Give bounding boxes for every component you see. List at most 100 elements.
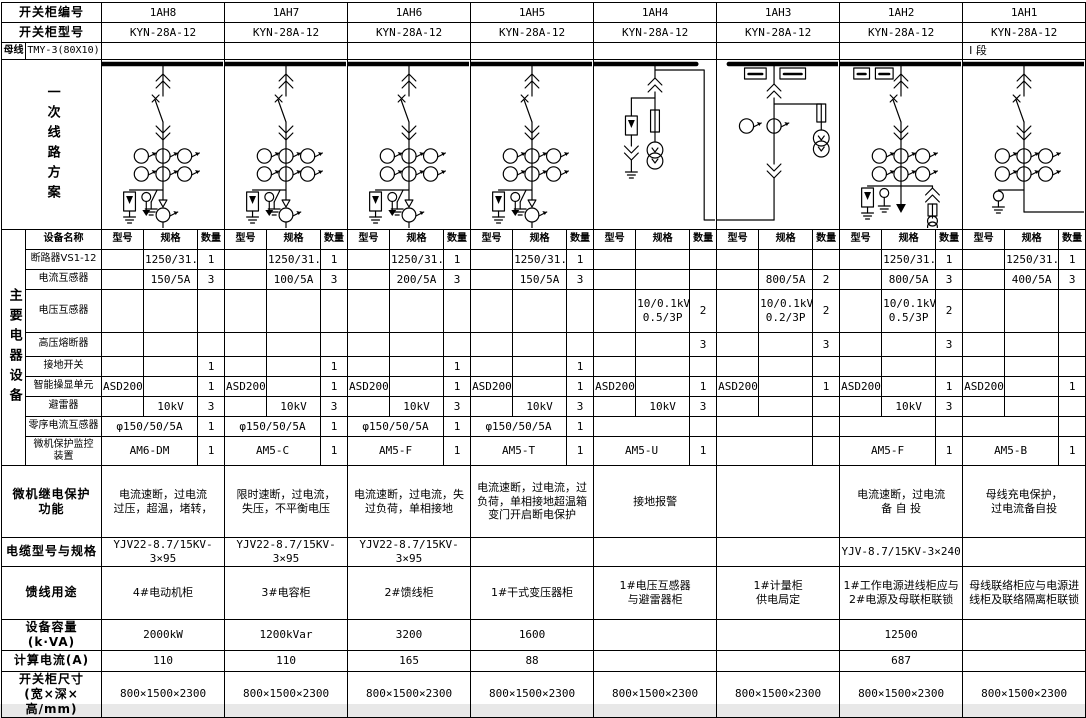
equipment-row-name: 微机保护监控 装置 [24, 436, 103, 466]
equipment-row-name: 电压互感器 [24, 289, 103, 333]
equip-1-model-1AH4 [593, 269, 637, 290]
cabinet-model-1AH5: KYN-28A-12 [470, 22, 595, 43]
busbar-cell-1AH5 [470, 42, 595, 60]
equip-3-qty-1AH3: 3 [812, 332, 841, 357]
equip-2-qty-1AH7 [320, 289, 349, 333]
size-cell-1AH2: 800×1500×2300 [839, 670, 964, 718]
equip-3-spec-1AH8 [143, 332, 199, 357]
equip-3-qty-1AH6 [443, 332, 472, 357]
equip-0-model-1AH6 [347, 249, 391, 270]
cabinet-id-1AH1: 1AH1 [962, 2, 1086, 23]
equip-3-model-1AH2 [839, 332, 883, 357]
equip-0-model-1AH2 [839, 249, 883, 270]
equipment-subheader-1AH8-2: 数量 [197, 229, 226, 250]
purpose-cell-1AH1: 母线联络柜应与电源进 线柜及联络隔离柜联锁 [962, 565, 1086, 620]
equipment-side-label: 主要电器设备 [1, 229, 26, 466]
equip-3-model-1AH1 [962, 332, 1006, 357]
cabinet-model-1AH3: KYN-28A-12 [716, 22, 841, 43]
scheme-cell-1AH2 [839, 59, 964, 230]
purpose-cell-1AH8: 4#电动机柜 [101, 565, 226, 620]
equip-4-model-1AH6 [347, 356, 391, 377]
equip-2-qty-1AH5 [566, 289, 595, 333]
equip-2-model-1AH7 [224, 289, 268, 333]
equipment-row-name: 接地开关 [24, 356, 103, 377]
equip-0-model-1AH7 [224, 249, 268, 270]
equip-2-qty-1AH8 [197, 289, 226, 333]
capacity-cell-1AH5: 1600 [470, 618, 595, 651]
equip-4-qty-1AH1 [1058, 356, 1086, 377]
size-cell-1AH7: 800×1500×2300 [224, 670, 349, 718]
equip-3-model-1AH7 [224, 332, 268, 357]
equip-7-qty-1AH1 [1058, 416, 1086, 437]
purpose-cell-1AH6: 2#馈线柜 [347, 565, 472, 620]
protection-cell-1AH5: 电流速断，过电流，过 负荷，单相接地超温箱 变门开启断电保护 [470, 465, 595, 538]
equip-4-model-1AH2 [839, 356, 883, 377]
equip-3-spec-1AH5 [512, 332, 568, 357]
protection-cell-1AH4: 接地报警 [593, 465, 718, 538]
equip-3-model-1AH6 [347, 332, 391, 357]
equip-1-qty-1AH1: 3 [1058, 269, 1086, 290]
equip-8-qty-1AH5: 1 [566, 436, 595, 466]
equipment-subheader-1AH2-1: 规格 [881, 229, 937, 250]
equip-0-qty-1AH2: 1 [935, 249, 964, 270]
equip-6-spec-1AH6: 10kV [389, 396, 445, 417]
equip-5-qty-1AH4: 1 [689, 376, 718, 397]
equip-6-qty-1AH2: 3 [935, 396, 964, 417]
equip-3-model-1AH8 [101, 332, 145, 357]
busbar-cell-1AH3 [716, 42, 841, 60]
equip-7-spec-1AH3 [716, 416, 814, 437]
cabinet-id-1AH3: 1AH3 [716, 2, 841, 23]
equip-4-spec-1AH1 [1004, 356, 1060, 377]
equip-2-qty-1AH6 [443, 289, 472, 333]
cabinet-id-1AH7: 1AH7 [224, 2, 349, 23]
equip-5-spec-1AH2 [881, 376, 937, 397]
capacity-cell-1AH1 [962, 618, 1086, 651]
equip-4-model-1AH1 [962, 356, 1006, 377]
busbar-cell-1AH2 [839, 42, 964, 60]
equip-6-qty-1AH8: 3 [197, 396, 226, 417]
size-cell-1AH8: 800×1500×2300 [101, 670, 226, 718]
equip-3-model-1AH4 [593, 332, 637, 357]
equip-6-model-1AH7 [224, 396, 268, 417]
equip-5-qty-1AH5: 1 [566, 376, 595, 397]
equip-5-spec-1AH7 [266, 376, 322, 397]
equip-6-qty-1AH6: 3 [443, 396, 472, 417]
equip-6-qty-1AH5: 3 [566, 396, 595, 417]
purpose-cell-1AH5: 1#干式变压器柜 [470, 565, 595, 620]
equip-1-spec-1AH3: 800/5A [758, 269, 814, 290]
equip-1-qty-1AH7: 3 [320, 269, 349, 290]
equip-6-qty-1AH7: 3 [320, 396, 349, 417]
cabinet-model-1AH2: KYN-28A-12 [839, 22, 964, 43]
equip-3-qty-1AH2: 3 [935, 332, 964, 357]
capacity-cell-1AH3 [716, 618, 841, 651]
equip-3-spec-1AH6 [389, 332, 445, 357]
cable-cell-1AH6: YJV22-8.7/15KV-3×95 [347, 537, 472, 567]
equip-8-qty-1AH3 [812, 436, 841, 466]
feeder-circuit-diagram [471, 61, 593, 228]
capacity-cell-1AH2: 12500 [839, 618, 964, 651]
equip-8-spec-1AH1: AM5-B [962, 436, 1060, 466]
equip-1-qty-1AH8: 3 [197, 269, 226, 290]
equip-0-qty-1AH6: 1 [443, 249, 472, 270]
cabinet-id-1AH4: 1AH4 [593, 2, 718, 23]
equip-1-qty-1AH6: 3 [443, 269, 472, 290]
equipment-subheader-1AH3-2: 数量 [812, 229, 841, 250]
equip-1-model-1AH8 [101, 269, 145, 290]
equip-5-model-1AH8: ASD200 [101, 376, 145, 397]
equip-0-spec-1AH2: 1250/31.5 [881, 249, 937, 270]
equip-0-spec-1AH3 [758, 249, 814, 270]
equip-4-qty-1AH2 [935, 356, 964, 377]
equip-0-model-1AH8 [101, 249, 145, 270]
equip-7-spec-1AH1 [962, 416, 1060, 437]
feeder-circuit-diagram [225, 61, 347, 228]
busbar-cell-1AH4 [593, 42, 718, 60]
equip-2-model-1AH1 [962, 289, 1006, 333]
equip-4-qty-1AH4 [689, 356, 718, 377]
equip-7-qty-1AH5: 1 [566, 416, 595, 437]
equip-6-model-1AH1 [962, 396, 1006, 417]
cabinet-id-1AH8: 1AH8 [101, 2, 226, 23]
equip-8-spec-1AH4: AM5-U [593, 436, 691, 466]
equip-6-model-1AH3 [716, 396, 760, 417]
equip-8-qty-1AH6: 1 [443, 436, 472, 466]
equip-2-model-1AH6 [347, 289, 391, 333]
